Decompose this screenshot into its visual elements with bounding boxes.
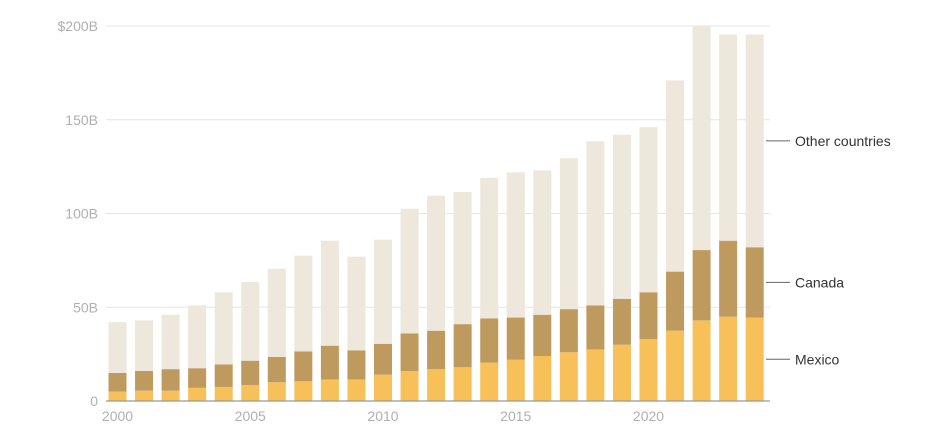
bar-mexico-2016 — [533, 356, 552, 401]
bar-other-countries-2014 — [480, 177, 499, 319]
bar-other-countries-2006 — [267, 268, 286, 357]
bar-mexico-2011 — [400, 371, 419, 401]
bar-mexico-2005 — [241, 385, 260, 401]
bar-mexico-2002 — [161, 390, 180, 401]
bar-canada-2010 — [374, 343, 392, 375]
bar-canada-2001 — [135, 371, 154, 391]
bar-mexico-2021 — [666, 330, 685, 401]
bar-canada-2014 — [480, 318, 499, 363]
bar-mexico-2006 — [267, 382, 286, 401]
bar-mexico-2014 — [480, 362, 499, 401]
bar-canada-2008 — [320, 345, 339, 380]
bar-mexico-2022 — [692, 320, 711, 401]
legend-label-mexico: Mexico — [795, 351, 840, 367]
bar-canada-2009 — [347, 350, 366, 380]
bar-canada-2021 — [666, 271, 685, 331]
bar-other-countries-2023 — [719, 34, 738, 241]
bar-other-countries-2010 — [374, 239, 392, 344]
x-tick-label: 2005 — [235, 408, 266, 424]
legend-label-canada: Canada — [795, 274, 844, 290]
bar-mexico-2018 — [586, 349, 605, 401]
bar-canada-2012 — [427, 330, 446, 370]
bar-other-countries-2000 — [108, 322, 127, 373]
bar-other-countries-2016 — [533, 170, 552, 315]
bar-other-countries-2001 — [135, 320, 154, 371]
bar-mexico-2023 — [719, 316, 738, 401]
bar-mexico-2001 — [135, 390, 154, 401]
bar-mexico-2003 — [188, 387, 207, 401]
y-tick-label: $200B — [58, 18, 98, 34]
y-tick-label: 0 — [90, 393, 98, 409]
bars — [108, 26, 764, 401]
bar-mexico-2007 — [294, 381, 313, 401]
bar-other-countries-2009 — [347, 256, 366, 351]
bar-mexico-2024 — [745, 317, 764, 401]
bar-other-countries-2007 — [294, 255, 313, 352]
bar-canada-2007 — [294, 351, 313, 382]
bar-other-countries-2002 — [161, 314, 180, 370]
bar-canada-2017 — [559, 309, 578, 353]
y-tick-label: 150B — [65, 112, 98, 128]
bar-canada-2003 — [188, 368, 207, 388]
bar-canada-2013 — [453, 324, 472, 368]
bar-other-countries-2020 — [639, 127, 658, 293]
bar-canada-2006 — [267, 356, 286, 383]
bar-other-countries-2005 — [241, 281, 260, 361]
bar-other-countries-2011 — [400, 208, 419, 334]
bar-other-countries-2013 — [453, 191, 472, 325]
bar-other-countries-2003 — [188, 305, 207, 369]
y-tick-label: 50B — [73, 299, 98, 315]
bar-canada-2005 — [241, 360, 260, 386]
bar-canada-2015 — [506, 317, 525, 360]
bar-canada-2024 — [745, 247, 764, 318]
bar-canada-2018 — [586, 305, 605, 350]
bar-other-countries-2017 — [559, 158, 578, 310]
bar-mexico-2015 — [506, 359, 525, 401]
legend: Mexico Canada Other countries — [766, 133, 891, 367]
bar-mexico-2000 — [108, 391, 127, 401]
x-axis-ticks: 2000 2005 2010 2015 2020 — [102, 408, 664, 424]
bar-mexico-2008 — [320, 379, 339, 401]
bar-other-countries-2019 — [612, 134, 631, 299]
x-tick-label: 2010 — [367, 408, 398, 424]
bar-mexico-2004 — [214, 386, 233, 401]
bar-mexico-2012 — [427, 369, 446, 401]
bar-other-countries-2018 — [586, 141, 605, 306]
bar-other-countries-2015 — [506, 172, 525, 318]
bar-mexico-2019 — [612, 344, 631, 401]
x-tick-label: 2000 — [102, 408, 133, 424]
bar-other-countries-2004 — [214, 292, 233, 365]
y-tick-label: 100B — [65, 206, 98, 222]
bar-mexico-2020 — [639, 339, 658, 401]
bar-canada-2004 — [214, 364, 233, 387]
bar-canada-2023 — [719, 240, 738, 317]
bar-canada-2019 — [612, 298, 631, 345]
x-tick-label: 2015 — [500, 408, 531, 424]
bar-other-countries-2008 — [320, 240, 339, 346]
bar-other-countries-2024 — [745, 34, 764, 248]
bar-canada-2016 — [533, 314, 552, 356]
bar-canada-2020 — [639, 292, 658, 340]
bar-canada-2011 — [400, 333, 419, 371]
bar-mexico-2010 — [374, 374, 392, 401]
y-axis-ticks: 0 50B 100B 150B $200B — [58, 18, 99, 409]
bar-canada-2002 — [161, 369, 180, 391]
bar-other-countries-2021 — [666, 80, 685, 272]
bar-canada-2000 — [108, 372, 127, 392]
bar-mexico-2009 — [347, 379, 366, 401]
bar-mexico-2013 — [453, 367, 472, 401]
bar-mexico-2017 — [559, 352, 578, 401]
bar-other-countries-2022 — [692, 26, 711, 251]
bar-canada-2022 — [692, 250, 711, 321]
bar-other-countries-2012 — [427, 195, 446, 331]
legend-label-other-countries: Other countries — [795, 133, 891, 149]
x-tick-label: 2020 — [633, 408, 664, 424]
